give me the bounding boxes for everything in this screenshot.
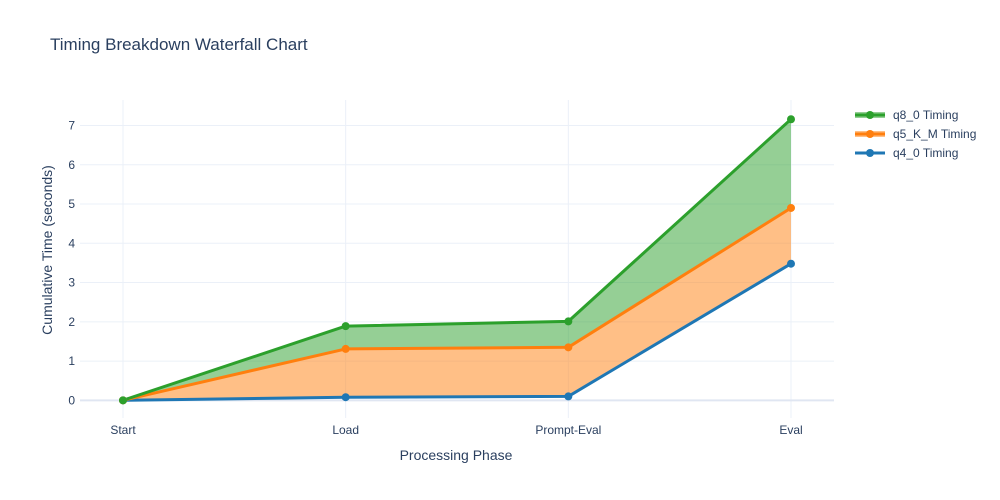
y-axis-title: Cumulative Time (seconds) xyxy=(39,165,55,335)
data-point xyxy=(341,344,350,353)
data-point xyxy=(787,115,795,124)
legend-item: q4_0 Timing xyxy=(855,146,958,160)
x-axis-title: Processing Phase xyxy=(400,447,513,463)
data-point xyxy=(787,259,795,268)
x-tick-label: Start xyxy=(110,423,136,437)
series-markers xyxy=(119,115,795,405)
series-line-0 xyxy=(122,262,792,402)
chart-title: Timing Breakdown Waterfall Chart xyxy=(50,35,308,54)
data-point xyxy=(787,203,795,212)
series-line-2 xyxy=(122,118,793,402)
x-tick-label: Load xyxy=(332,423,359,437)
legend-label: q4_0 Timing xyxy=(893,146,958,160)
y-tick-label: 6 xyxy=(68,158,75,172)
legend-marker xyxy=(866,149,874,157)
legend-marker xyxy=(866,111,874,119)
y-tick-label: 3 xyxy=(68,276,75,290)
series-line-1 xyxy=(122,206,792,402)
x-tick-label: Prompt-Eval xyxy=(535,423,601,437)
y-tick-label: 2 xyxy=(68,315,75,329)
legend-marker xyxy=(866,130,874,138)
x-tick-label: Eval xyxy=(779,423,802,437)
data-point xyxy=(564,343,573,352)
x-tick-labels: Start Load Prompt-Eval Eval xyxy=(110,423,802,437)
area-fill-1 xyxy=(123,208,791,401)
data-point xyxy=(341,322,350,331)
legend: q8_0 Timing q5_K_M Timing q4_0 Timing xyxy=(855,108,976,160)
data-point xyxy=(564,317,573,326)
y-tick-label: 4 xyxy=(68,236,75,250)
series-areas xyxy=(123,119,791,401)
legend-item: q5_K_M Timing xyxy=(855,127,976,141)
legend-label: q5_K_M Timing xyxy=(893,127,976,141)
series-lines xyxy=(122,118,793,402)
y-tick-labels: 0 1 2 3 4 5 6 7 xyxy=(68,119,75,408)
area-fill-2 xyxy=(123,119,791,401)
data-point xyxy=(341,393,350,402)
legend-item: q8_0 Timing xyxy=(855,108,958,122)
y-tick-label: 1 xyxy=(68,354,75,368)
legend-label: q8_0 Timing xyxy=(893,108,958,122)
data-point xyxy=(119,396,127,405)
y-tick-label: 0 xyxy=(68,393,75,407)
data-point xyxy=(564,392,573,401)
y-tick-label: 5 xyxy=(68,197,75,211)
y-tick-label: 7 xyxy=(68,119,75,133)
